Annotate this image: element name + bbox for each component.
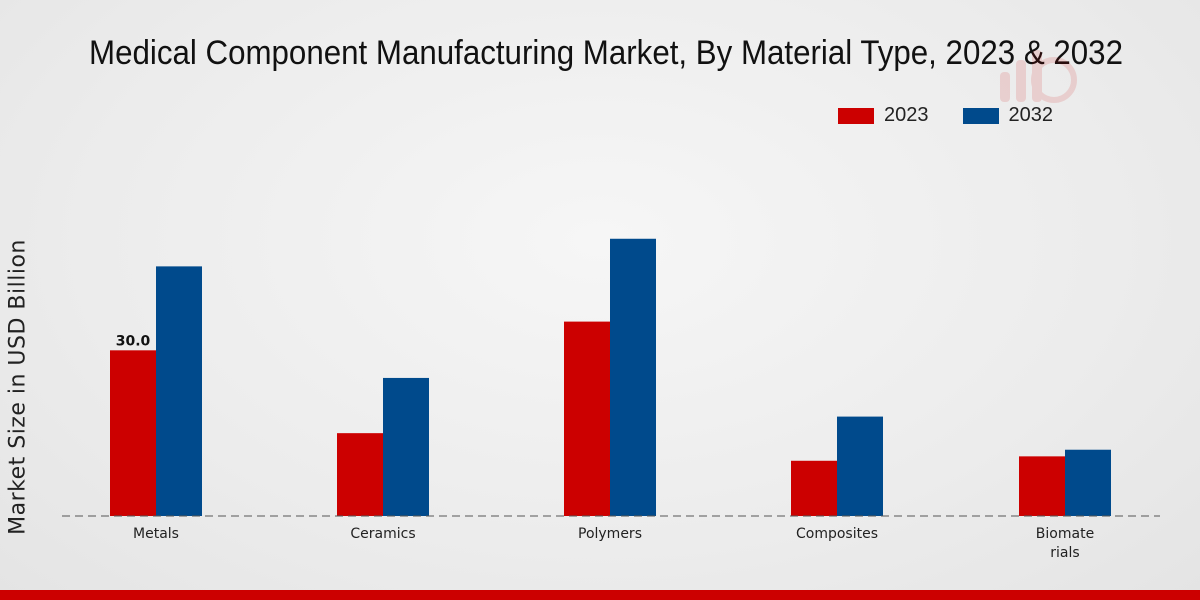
legend-item-2032: 2032 [962,104,1054,127]
legend: 2023 2032 [838,104,1087,127]
legend-swatch-2023 [838,107,874,124]
bar-2032-metals [156,266,202,516]
bar-2023-biomaterials [1019,456,1065,516]
bar-2032-ceramics [383,377,429,516]
legend-swatch-2032 [962,107,999,124]
legend-label-2032: 2032 [1008,104,1054,126]
x-tick-label-biomaterials-line2: rials [1050,545,1079,561]
legend-label-2023: 2023 [884,104,929,126]
bar-2023-polymers [564,321,610,516]
legend-item-2023: 2023 [838,104,929,127]
x-tick-label-ceramics: Ceramics [350,526,415,542]
x-tick-label-metals: Metals [133,526,179,542]
bar-2032-composites [837,416,883,516]
watermark-logo-icon [1000,50,1077,103]
bar-2032-biomaterials [1065,449,1111,516]
x-tick-label-biomaterials-line1: Biomate [1036,526,1094,542]
chart-title: Medical Component Manufacturing Market, … [89,34,1123,72]
bar-2023-composites [791,460,837,516]
bottom-accent-bar [0,590,1200,600]
x-tick-label-polymers: Polymers [578,526,642,542]
x-tick-label-composites: Composites [796,526,878,542]
bar-2023-ceramics [337,433,383,516]
data-label-2023-metals: 30.0 [116,333,151,349]
bar-2032-polymers [610,238,656,516]
bar-2023-metals [110,350,156,516]
